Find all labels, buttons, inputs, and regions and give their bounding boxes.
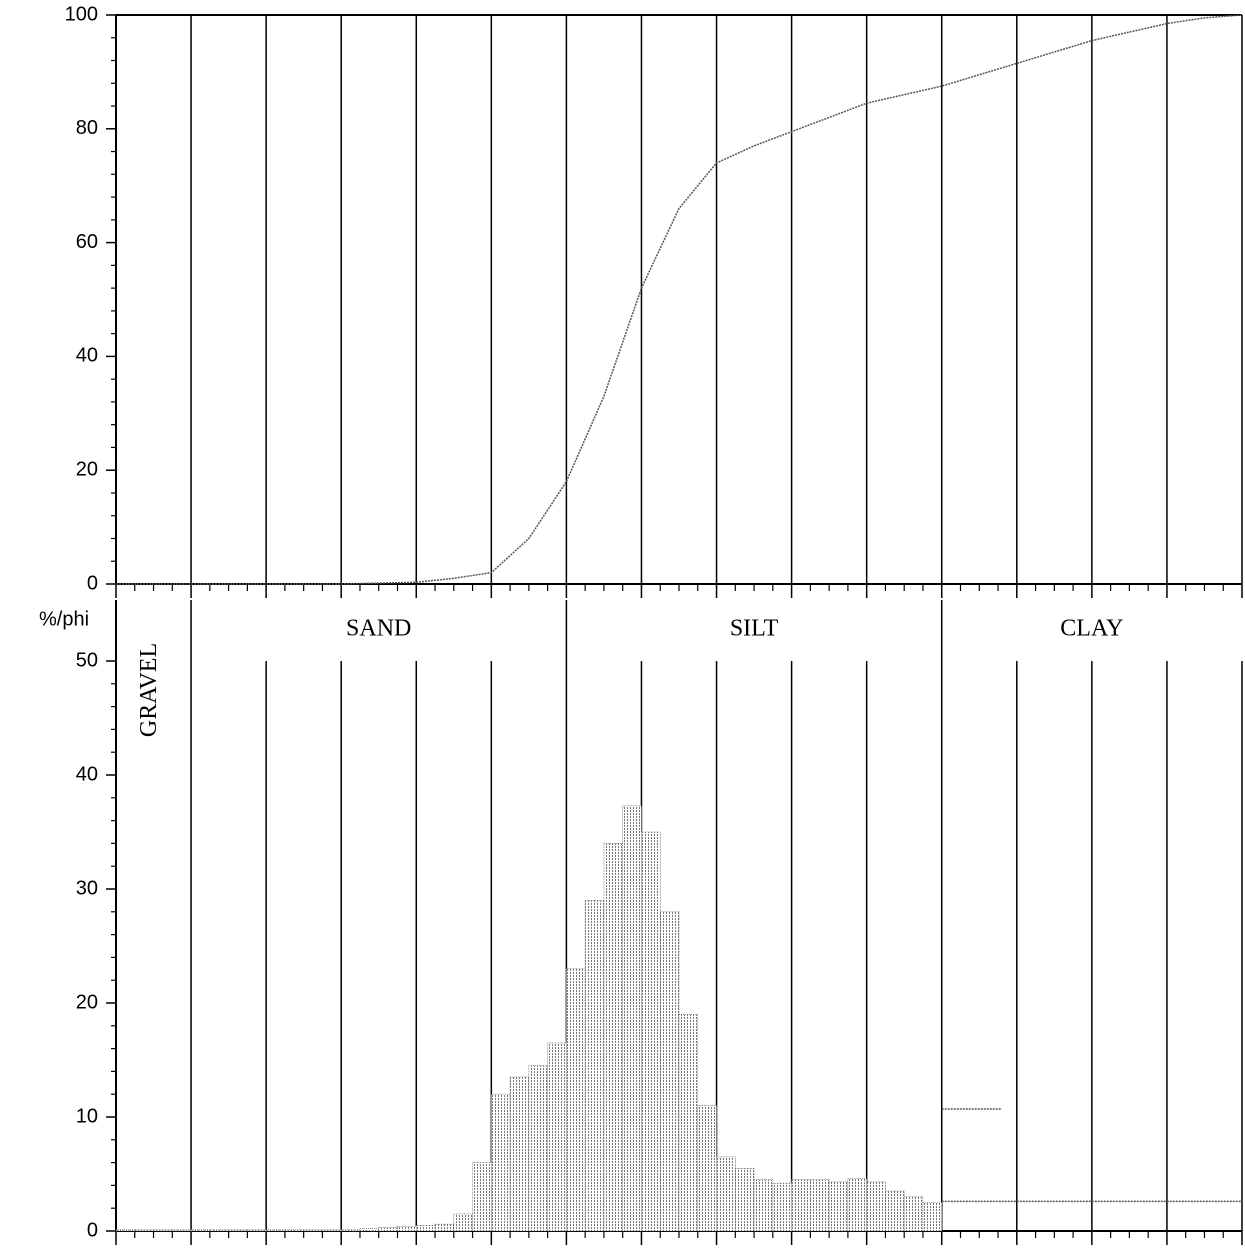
bar <box>190 1229 211 1232</box>
bar <box>340 1229 361 1232</box>
class-label: SILT <box>730 616 779 642</box>
bar <box>847 1178 867 1232</box>
bar <box>810 1179 830 1232</box>
bar <box>528 1065 548 1232</box>
y-tick-label: 50 <box>76 649 98 671</box>
bar <box>453 1213 473 1232</box>
y-tick-label: 20 <box>76 991 98 1013</box>
bar <box>828 1181 849 1232</box>
y-tick-label: 100 <box>65 3 98 25</box>
bar <box>472 1162 492 1232</box>
bar <box>172 1229 192 1232</box>
y-tick-label: 30 <box>76 877 98 899</box>
y-axis-label: %/phi <box>39 608 89 630</box>
bar <box>734 1168 755 1232</box>
bar <box>753 1179 774 1232</box>
bar <box>885 1190 905 1232</box>
y-tick-label: 60 <box>76 231 98 253</box>
cumulative-line <box>116 14 1243 585</box>
bar <box>603 843 624 1232</box>
bar <box>678 1014 699 1232</box>
y-tick-label: 20 <box>76 458 98 480</box>
bar <box>903 1196 924 1232</box>
bar <box>134 1229 154 1232</box>
y-tick-label: 80 <box>76 117 98 139</box>
bar <box>922 1202 943 1232</box>
bar <box>866 1181 886 1232</box>
bar <box>791 1179 811 1232</box>
bar <box>697 1105 717 1232</box>
bar <box>622 805 642 1232</box>
y-tick-label: 40 <box>76 345 98 367</box>
bar <box>397 1226 417 1232</box>
bar <box>434 1223 455 1232</box>
bar <box>228 1229 248 1232</box>
bar <box>284 1229 304 1232</box>
bar <box>641 831 661 1232</box>
bar <box>566 968 586 1232</box>
bar <box>115 1229 136 1232</box>
bar <box>415 1225 436 1232</box>
bar <box>716 1156 736 1232</box>
bar <box>303 1229 323 1232</box>
bar <box>247 1229 267 1232</box>
bar <box>659 911 680 1232</box>
bar <box>509 1076 530 1232</box>
bar <box>209 1229 229 1232</box>
class-label: CLAY <box>1060 616 1123 642</box>
bar <box>153 1229 173 1232</box>
class-label: GRAVEL <box>136 643 162 737</box>
y-tick-label: 40 <box>76 763 98 785</box>
bar <box>322 1229 342 1232</box>
bar <box>265 1229 286 1232</box>
class-label: SAND <box>346 616 411 642</box>
bar <box>772 1182 792 1232</box>
bar <box>584 900 605 1232</box>
y-tick-label: 10 <box>76 1105 98 1127</box>
y-tick-label: 0 <box>87 572 98 594</box>
bar <box>359 1228 380 1232</box>
bar <box>547 1042 567 1232</box>
bar <box>491 1093 511 1232</box>
y-tick-label: 0 <box>87 1219 98 1241</box>
bar <box>378 1227 398 1232</box>
